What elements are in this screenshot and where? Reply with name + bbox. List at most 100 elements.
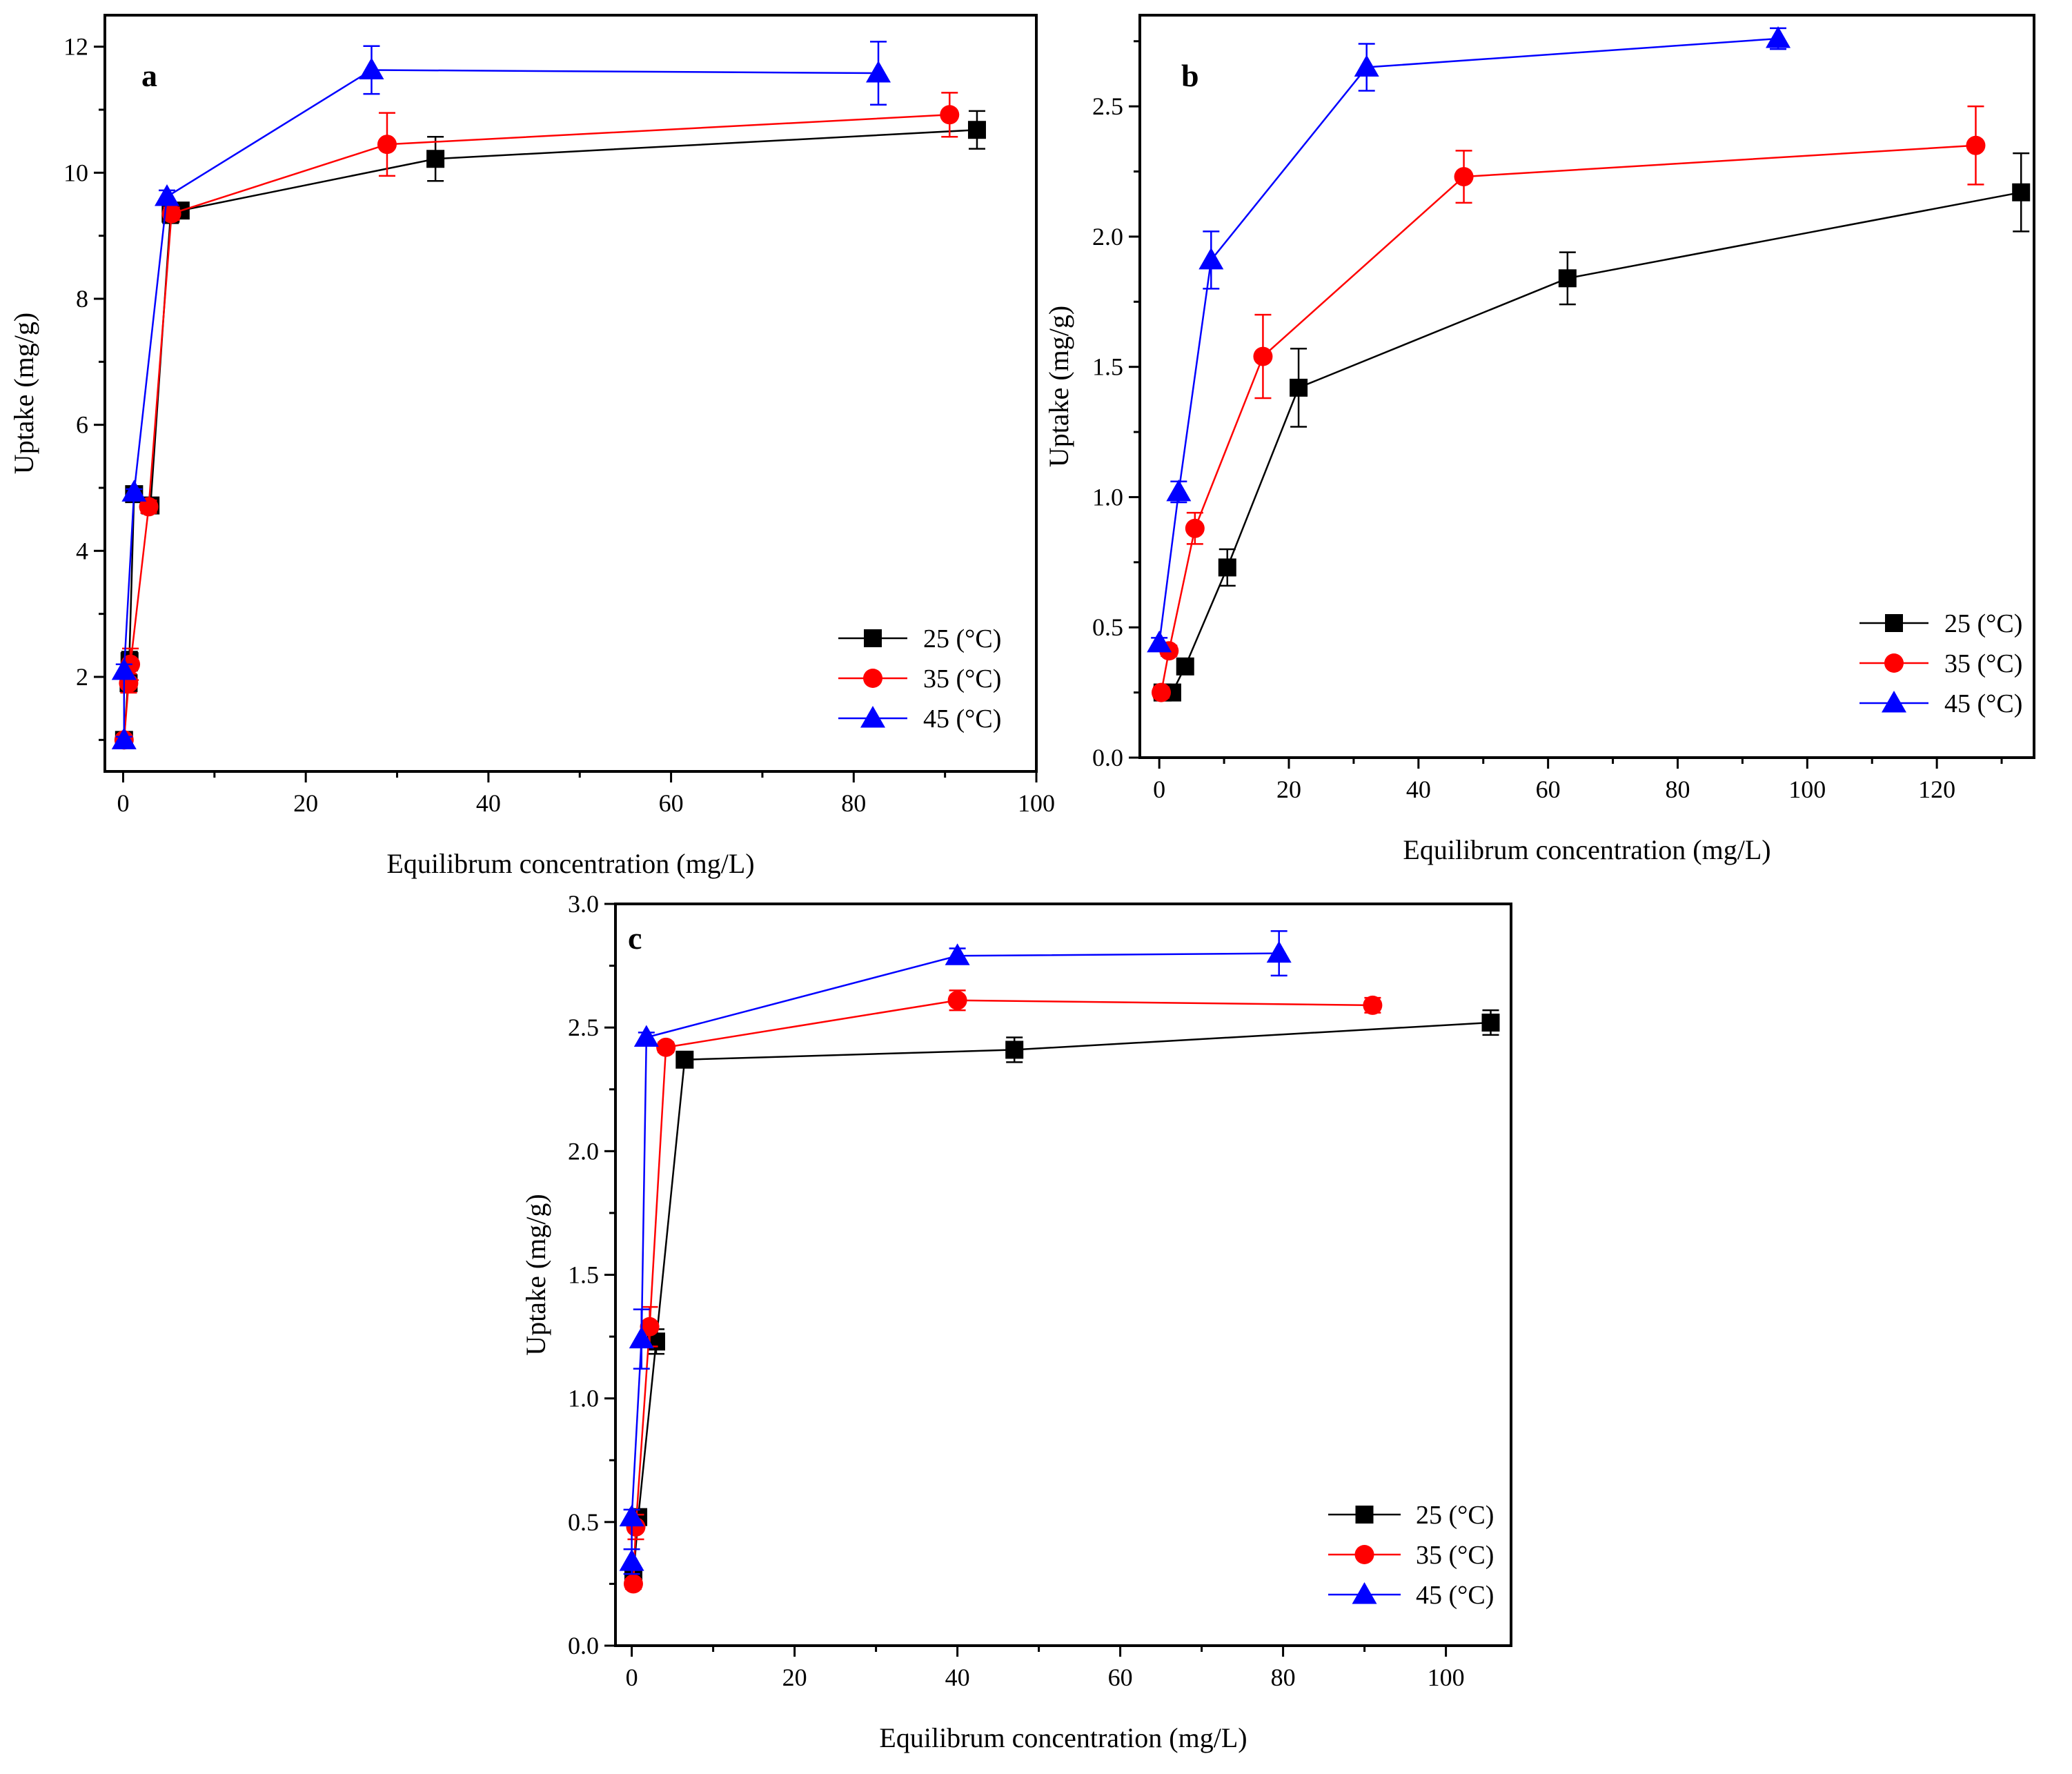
x-axis-label: Equilibrum concentration (mg/L) [879,1722,1247,1753]
plot-frame [103,14,1038,773]
y-tick-label: 2 [76,663,88,691]
data-point [1218,558,1236,577]
x-axis-label: Equilibrum concentration (mg/L) [1403,834,1770,865]
y-tick-label: 0.0 [568,1632,599,1659]
data-point [111,658,137,680]
series-2 [114,92,960,750]
panel-letter: b [1181,58,1199,93]
legend-marker [863,669,882,688]
x-tick-label: 20 [1276,776,1301,803]
y-axis-label: Uptake (mg/g) [1043,306,1074,467]
data-point [945,943,970,965]
data-point [619,1549,644,1571]
y-tick-label: 1.0 [568,1385,599,1412]
data-point [1481,1014,1500,1032]
data-point [940,105,960,125]
y-tick-label: 1.5 [568,1261,599,1289]
data-point [1147,630,1172,653]
legend-marker [1882,691,1906,713]
data-point [1766,26,1791,48]
data-point [1363,995,1383,1015]
data-point [1185,518,1205,538]
legend-marker [1352,1582,1377,1604]
data-point [1966,135,1986,155]
data-point [1166,479,1192,502]
data-point [633,1025,659,1047]
legend-entry: 25 (°C) [1328,1501,1494,1530]
series-1 [115,110,986,749]
data-point [623,1574,643,1594]
y-tick-label: 3.0 [568,890,599,918]
x-tick-label: 100 [1428,1664,1465,1691]
legend-label: 25 (°C) [1416,1501,1494,1530]
data-point [377,135,397,155]
x-tick-label: 20 [782,1664,807,1691]
plot-frame [614,903,1512,1647]
series-line [123,69,879,740]
x-tick-label: 40 [1406,776,1431,803]
series-line [1158,37,1779,644]
legend-marker [864,629,882,647]
data-point [675,1050,694,1069]
data-point [1354,55,1379,77]
data-point [111,727,137,749]
data-point [1266,940,1292,963]
series-2 [1151,105,1986,702]
legend-marker [1355,1506,1374,1524]
y-tick-label: 0.5 [568,1508,599,1536]
x-tick-label: 40 [476,789,501,817]
data-point [1176,657,1194,676]
data-point [426,150,445,168]
x-tick-label: 40 [945,1664,970,1691]
legend-label: 25 (°C) [1944,609,2022,638]
y-tick-label: 0.0 [1092,744,1123,771]
y-axis-label: Uptake (mg/g) [520,1194,551,1355]
x-tick-label: 60 [1108,1664,1133,1691]
data-point [619,1504,644,1527]
legend-marker [1885,614,1903,632]
legend-label: 35 (°C) [1416,1541,1494,1570]
x-tick-label: 0 [626,1664,638,1691]
legend-label: 45 (°C) [1416,1581,1494,1610]
data-point [1198,247,1224,270]
x-tick-label: 60 [659,789,684,817]
data-point [121,480,147,502]
series-line [632,999,1373,1584]
x-tick-label: 80 [1271,1664,1296,1691]
x-axis-label: Equilibrum concentration (mg/L) [386,848,754,879]
legend-label: 45 (°C) [923,704,1001,733]
series-line [1160,144,1976,693]
chart-panel-c: 0 20 40 60 80 100 0.0 0.5 1.0 1.5 2.0 2.5 3.0 Equilib… [520,890,1512,1753]
data-point [1151,682,1171,702]
panel-letter: a [141,58,157,93]
series-3 [1147,26,1791,653]
y-tick-label: 2.5 [1092,92,1123,120]
series-3 [619,930,1292,1575]
y-tick-label: 4 [76,537,88,564]
y-tick-label: 12 [63,33,88,61]
y-tick-label: 8 [76,285,88,313]
legend-marker [1884,653,1904,673]
data-point [967,121,986,139]
legend-entry: 45 (°C) [1328,1581,1494,1610]
x-tick-label: 100 [1788,776,1826,803]
panel-letter: c [628,920,642,956]
y-tick-label: 1.5 [1092,353,1123,381]
legend-entry: 25 (°C) [1859,609,2022,638]
x-tick-label: 80 [1665,776,1690,803]
legend-entry: 45 (°C) [838,704,1001,733]
legend-entry: 35 (°C) [838,664,1001,693]
data-point [1454,167,1474,187]
series-2 [623,989,1383,1594]
x-tick-label: 20 [293,789,318,817]
series-line [123,128,978,740]
x-tick-label: 0 [117,789,129,817]
x-tick-label: 60 [1536,776,1561,803]
x-tick-label: 0 [1153,776,1165,803]
y-tick-label: 2.5 [568,1014,599,1041]
data-point [155,184,179,206]
y-tick-label: 2.0 [568,1137,599,1165]
data-point [139,497,159,517]
data-point [947,990,967,1010]
